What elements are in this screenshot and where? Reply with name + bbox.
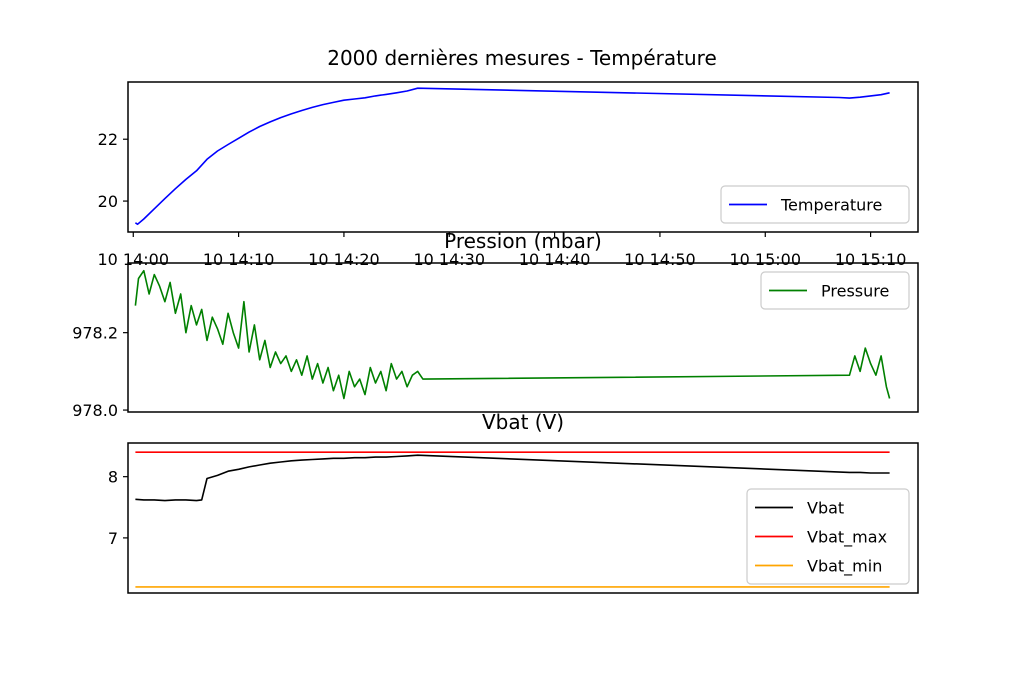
x-tick-label: 10 14:10 <box>203 250 275 269</box>
legend-label-pressure: Pressure <box>821 282 889 301</box>
subplot-1: 20 22 10 14:00 10 14:10 10 14:20 10 14:30 10 1… <box>97 81 919 269</box>
series-line-temperature <box>134 87 890 226</box>
series-line-vbat <box>135 454 890 502</box>
x-tick-label: 10 14:40 <box>519 250 591 269</box>
plot-frame <box>127 262 919 413</box>
y-tick-label: 8 <box>108 468 118 487</box>
x-tick-label: 10 14:20 <box>308 250 380 269</box>
y-tick-label: 978.0 <box>72 401 118 420</box>
subplot-3: Vbat (V) 7 8 Vbat Vbat_max Vbat_min <box>108 410 919 594</box>
x-tick-label: 10 14:50 <box>624 250 696 269</box>
legend: Vbat Vbat_max Vbat_min <box>746 488 910 585</box>
legend-label-vbat-min: Vbat_min <box>807 557 882 577</box>
y-tick-label: 7 <box>108 529 118 548</box>
plot-frame <box>127 81 919 233</box>
y-tick-label: 978.2 <box>72 324 118 343</box>
figure-title: 2000 dernières mesures - Température <box>327 46 717 70</box>
x-tick-label: 10 15:00 <box>729 250 801 269</box>
legend-label-vbat-max: Vbat_max <box>807 528 887 548</box>
y-tick-label: 22 <box>98 130 118 149</box>
series-line-pressure <box>134 269 891 400</box>
subplot-2: Pression (mbar) 978.0 978.2 Pressure <box>72 229 919 420</box>
x-tick-label: 10 14:30 <box>413 250 485 269</box>
plot-frame <box>127 442 919 594</box>
legend-box <box>720 185 910 224</box>
subplot-title: Pression (mbar) <box>444 229 602 253</box>
x-tick-label: 10 14:00 <box>97 250 169 269</box>
y-tick-label: 20 <box>98 192 118 211</box>
legend-box <box>760 271 910 310</box>
legend: Temperature <box>720 185 910 224</box>
legend: Pressure <box>760 271 910 310</box>
legend-label-vbat: Vbat <box>807 499 844 518</box>
subplot-title: Vbat (V) <box>482 410 564 434</box>
legend-label-temperature: Temperature <box>780 196 882 215</box>
x-tick-label: 10 15:10 <box>835 250 907 269</box>
legend-box <box>746 488 910 585</box>
